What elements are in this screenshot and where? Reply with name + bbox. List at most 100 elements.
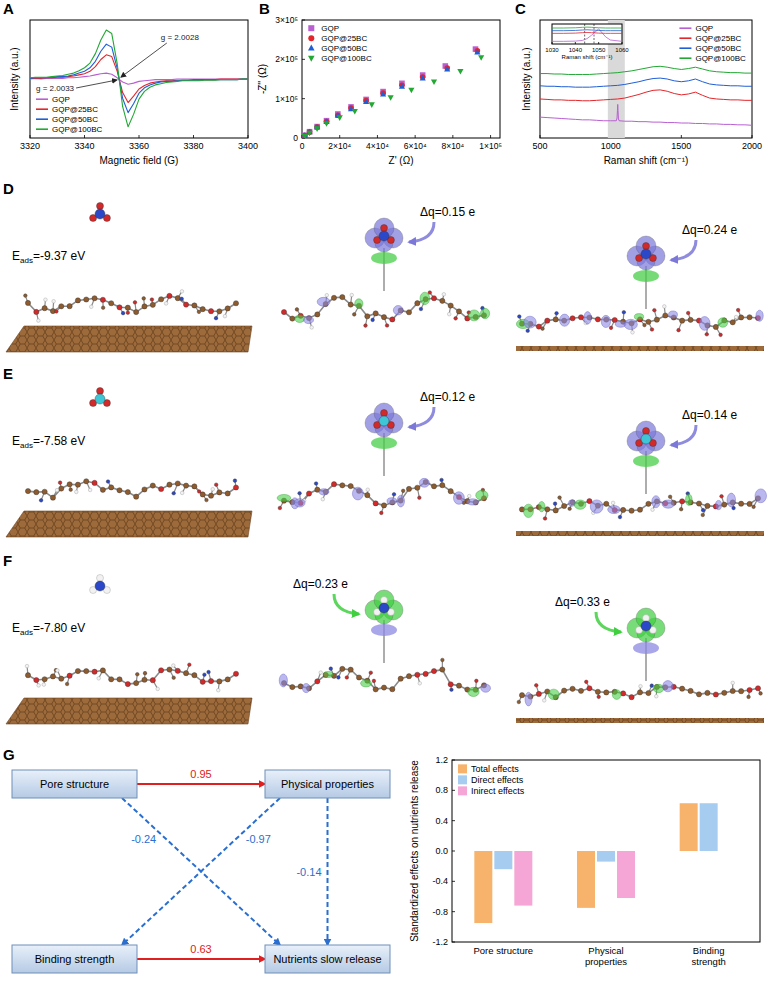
- energy-subscript: ads: [20, 441, 33, 450]
- atom: [345, 676, 349, 680]
- atom: [233, 479, 237, 483]
- isosurface: [419, 478, 429, 487]
- atom: [381, 503, 386, 508]
- atom: [34, 490, 39, 495]
- x-tick: [415, 135, 416, 138]
- atom: [641, 434, 651, 444]
- data-point: [444, 66, 450, 72]
- x-tick-label: 3360: [129, 141, 149, 151]
- adsorption-energy: Eads=-9.37 eV: [12, 249, 85, 265]
- atom: [200, 307, 205, 312]
- y-tick: [452, 881, 455, 882]
- isosurface: [662, 500, 674, 508]
- atom: [150, 483, 155, 488]
- atom: [431, 296, 436, 301]
- path-coefficient: -0.24: [131, 833, 156, 845]
- x-tick: [622, 42, 623, 44]
- atom: [331, 482, 336, 487]
- atom: [298, 491, 302, 495]
- atom: [542, 699, 546, 703]
- atom: [379, 416, 389, 426]
- charge-arrow: [671, 240, 696, 260]
- isosurface: [453, 492, 464, 505]
- isosurface: [371, 437, 397, 449]
- isosurface: [480, 308, 489, 318]
- data-point: [420, 75, 426, 81]
- atom: [722, 690, 727, 695]
- atom: [208, 678, 213, 683]
- atom: [365, 314, 370, 319]
- atom: [97, 203, 104, 210]
- atom: [42, 489, 47, 494]
- atom: [172, 491, 176, 495]
- atom: [56, 669, 60, 673]
- bar: [494, 851, 512, 869]
- atom: [214, 316, 218, 320]
- charge-arrow: [671, 425, 696, 445]
- atom: [545, 318, 550, 323]
- atom: [233, 301, 238, 306]
- plot-frame: [302, 20, 500, 138]
- atom: [739, 689, 744, 694]
- data-line: [30, 30, 248, 127]
- bond-chain: [284, 669, 484, 690]
- atom: [519, 693, 524, 698]
- x-axis-title: Magnetic field (G): [100, 155, 179, 166]
- isosurface: [574, 500, 586, 509]
- atom: [315, 679, 320, 684]
- label-patch: [245, 833, 272, 845]
- atom: [555, 311, 559, 315]
- atom: [381, 597, 388, 604]
- legend-swatch: [458, 775, 467, 784]
- data-line: [552, 27, 622, 29]
- category-line: Pore structure: [473, 945, 533, 956]
- y-axis-title: Intensity (a.u.): [9, 47, 20, 110]
- atom: [75, 668, 80, 673]
- graphene-slab: [6, 698, 252, 724]
- atom: [92, 480, 97, 485]
- atom: [646, 319, 651, 324]
- atom: [442, 292, 446, 296]
- atom: [340, 483, 345, 488]
- charge-transfer: Δq=0.33 e: [555, 595, 610, 609]
- atom: [223, 314, 227, 318]
- atom: [197, 310, 201, 314]
- atom: [58, 481, 62, 485]
- bond-chain: [284, 297, 484, 319]
- atom: [650, 328, 654, 332]
- atom: [109, 677, 114, 682]
- x-tick: [752, 135, 753, 138]
- atom: [713, 692, 718, 697]
- data-point: [314, 126, 320, 132]
- atom: [200, 679, 205, 684]
- atom: [621, 691, 626, 696]
- isosurface: [476, 490, 488, 500]
- atom: [88, 488, 92, 492]
- atom: [441, 658, 445, 662]
- atom: [95, 394, 105, 404]
- y-axis-title: Standardized effects on nutrients releas…: [409, 760, 420, 942]
- atom: [150, 678, 155, 683]
- y-axis-title: Intensity (a.u.): [521, 47, 532, 110]
- annotation: g = 2.0033: [36, 84, 75, 93]
- x-tick-label: 1060: [615, 47, 629, 53]
- node-label: Pore structure: [40, 778, 109, 790]
- atom: [390, 317, 395, 322]
- atom: [167, 667, 172, 672]
- y-tick-label: 1×10⁵: [275, 94, 298, 104]
- charge-transfer: Δq=0.14 e: [682, 408, 737, 422]
- atom: [42, 677, 47, 682]
- data-line: [30, 44, 248, 112]
- legend-label: GQP@50BC: [52, 115, 98, 124]
- legend-label: GQP@100BC: [321, 54, 372, 63]
- atom: [720, 494, 724, 498]
- legend-label: GQP@50BC: [695, 44, 741, 53]
- atom: [680, 499, 685, 504]
- x-tick-label: 8×10⁴: [441, 141, 464, 151]
- atom: [629, 695, 634, 700]
- atom: [208, 493, 213, 498]
- plot-frame: [30, 20, 248, 138]
- atom: [125, 681, 130, 686]
- bar: [680, 803, 698, 851]
- isosurface: [653, 684, 664, 692]
